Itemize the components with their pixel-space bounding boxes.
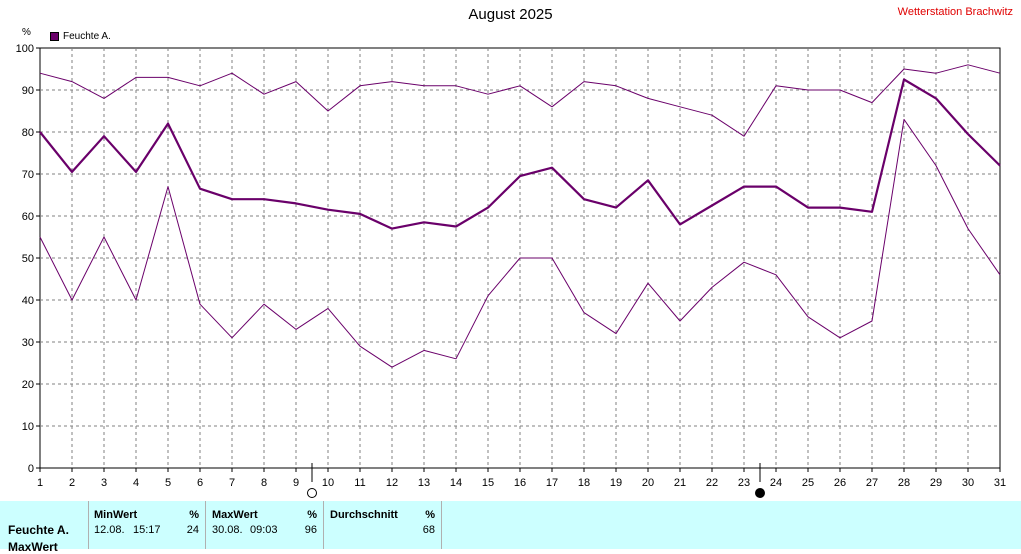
x-axis-ticks: 1 2 3 4 5 6 7 8 9 10 11 12 13 14 15 16 17 18 19 20 21 22 23 24 2…	[37, 468, 1006, 489]
x-tick-label: 25	[802, 477, 814, 489]
min-date: 12.08.	[94, 524, 125, 536]
x-tick-label: 14	[450, 477, 462, 489]
station-name: Wetterstation Brachwitz	[897, 6, 1013, 18]
footer-row-label: Feuchte A.	[8, 523, 69, 537]
x-tick-label: 10	[322, 477, 334, 489]
y-tick-label: 80	[22, 127, 34, 139]
max-time: 09:03	[250, 524, 278, 536]
x-tick-label: 26	[834, 477, 846, 489]
full-moon-icon	[755, 488, 765, 498]
avg-value: 68	[422, 524, 435, 536]
x-tick-label: 22	[706, 477, 718, 489]
footer-label-cell: Feuchte A. MaxWert	[0, 501, 89, 554]
x-tick-label: 24	[770, 477, 782, 489]
footer-avg-cell: Durchschnitt % 68	[324, 501, 442, 549]
x-tick-label: 18	[578, 477, 590, 489]
legend: Feuchte A.	[50, 31, 111, 42]
x-tick-label: 6	[197, 477, 203, 489]
footer-row-label-2: MaxWert	[8, 540, 58, 554]
x-tick-label: 1	[37, 477, 43, 489]
series-line-max	[39, 64, 1001, 137]
min-value: 24	[186, 524, 199, 536]
y-tick-label: 60	[22, 211, 34, 223]
x-tick-label: 29	[930, 477, 942, 489]
x-tick-label: 20	[642, 477, 654, 489]
avg-unit: %	[425, 509, 435, 521]
series-line-min	[39, 118, 1001, 368]
moon-markers	[307, 463, 765, 498]
footer-max-cell: MaxWert % 30.08. 09:03 96	[206, 501, 324, 549]
chart-title: August 2025	[468, 6, 553, 23]
x-tick-label: 5	[165, 477, 171, 489]
x-tick-label: 12	[386, 477, 398, 489]
x-tick-label: 31	[994, 477, 1006, 489]
max-value: 96	[304, 524, 317, 536]
y-tick-label: 90	[22, 85, 34, 97]
x-tick-label: 13	[418, 477, 430, 489]
y-tick-label: 20	[22, 379, 34, 391]
y-tick-label: 50	[22, 253, 34, 265]
stats-footer: Feuchte A. MaxWert MinWert % 12.08. 15:1…	[0, 501, 1021, 554]
legend-label: Feuchte A.	[63, 31, 111, 42]
x-tick-label: 4	[133, 477, 139, 489]
max-header: MaxWert	[212, 509, 258, 521]
x-tick-label: 27	[866, 477, 878, 489]
x-tick-label: 15	[482, 477, 494, 489]
x-tick-label: 2	[69, 477, 75, 489]
x-tick-label: 30	[962, 477, 974, 489]
new-moon-icon	[307, 488, 317, 498]
x-tick-label: 17	[546, 477, 558, 489]
y-tick-label: 70	[22, 169, 34, 181]
min-header: MinWert	[94, 509, 138, 521]
min-time: 15:17	[133, 524, 161, 536]
max-date: 30.08.	[212, 524, 243, 536]
y-axis-ticks: 0 10 20 30 40 50 60 70 80 90 100	[16, 43, 40, 475]
legend-swatch	[50, 32, 59, 41]
max-unit: %	[307, 509, 317, 521]
x-tick-label: 23	[738, 477, 750, 489]
x-tick-label: 7	[229, 477, 235, 489]
y-tick-label: 10	[22, 421, 34, 433]
x-tick-label: 3	[101, 477, 107, 489]
x-tick-label: 21	[674, 477, 686, 489]
x-tick-label: 28	[898, 477, 910, 489]
y-tick-label: 0	[28, 463, 34, 475]
y-tick-label: 30	[22, 337, 34, 349]
x-tick-label: 16	[514, 477, 526, 489]
x-tick-label: 11	[354, 477, 365, 489]
y-tick-label: 100	[16, 43, 34, 55]
x-tick-label: 9	[293, 477, 299, 489]
min-unit: %	[189, 509, 199, 521]
footer-min-cell: MinWert % 12.08. 15:17 24	[89, 501, 206, 549]
series-line-avg	[39, 78, 1001, 230]
avg-header: Durchschnitt	[330, 509, 398, 521]
y-unit-label: %	[22, 27, 31, 38]
x-tick-label: 8	[261, 477, 267, 489]
y-tick-label: 40	[22, 295, 34, 307]
series-lines	[39, 64, 1001, 368]
x-tick-label: 19	[610, 477, 622, 489]
